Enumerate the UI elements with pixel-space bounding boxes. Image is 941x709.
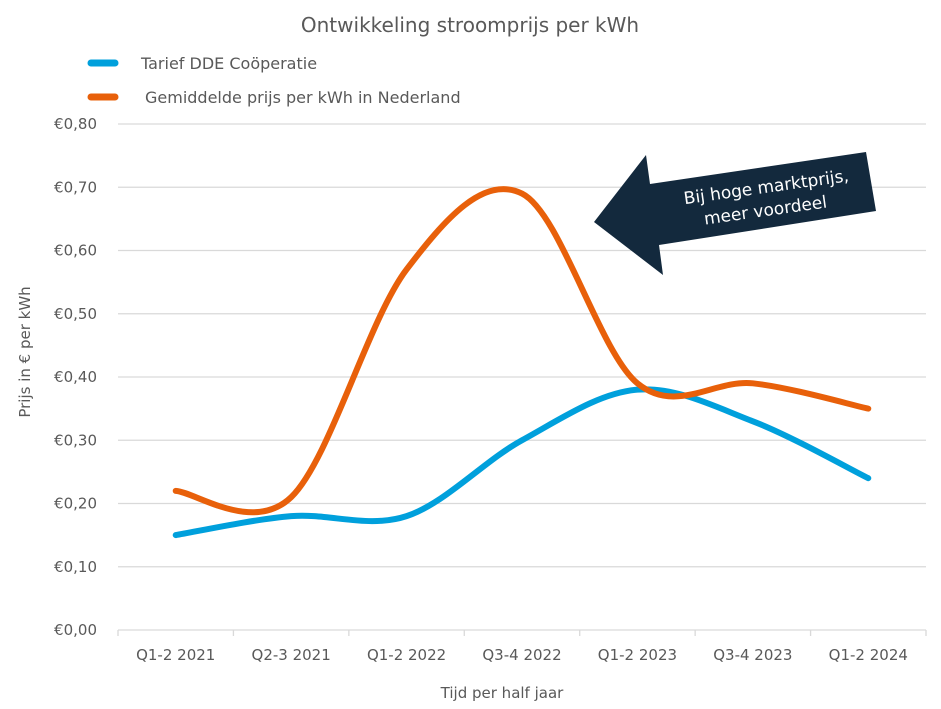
callout-arrow: Bij hoge marktprijs, meer voordeel xyxy=(594,152,876,275)
legend-item-nl-average[interactable]: Gemiddelde prijs per kWh in Nederland xyxy=(87,88,461,107)
y-axis-ticks: €0,00 €0,10 €0,20 €0,30 €0,40 €0,50 €0,60 €0,70… xyxy=(54,115,97,639)
x-tick-label: Q1-2 2024 xyxy=(829,646,908,664)
legend: Tarief DDE Coöperatie Gemiddelde prijs p… xyxy=(87,54,461,107)
y-tick-label: €0,10 xyxy=(54,558,97,576)
y-tick-label: €0,60 xyxy=(54,242,97,260)
y-axis-title: Prijs in € per kWh xyxy=(16,286,34,417)
y-tick-label: €0,00 xyxy=(54,621,97,639)
legend-label-nl-average: Gemiddelde prijs per kWh in Nederland xyxy=(145,88,461,107)
y-tick-label: €0,70 xyxy=(54,178,97,196)
legend-label-dde: Tarief DDE Coöperatie xyxy=(140,54,317,73)
x-tick-label: Q3-4 2022 xyxy=(482,646,561,664)
y-tick-label: €0,20 xyxy=(54,495,97,513)
x-tick-label: Q1-2 2023 xyxy=(598,646,677,664)
chart-title: Ontwikkeling stroomprijs per kWh xyxy=(301,13,639,37)
y-tick-label: €0,30 xyxy=(54,431,97,449)
y-tick-label: €0,80 xyxy=(54,115,97,133)
legend-item-dde[interactable]: Tarief DDE Coöperatie xyxy=(87,54,317,73)
x-tick-label: Q3-4 2023 xyxy=(713,646,792,664)
series-lines xyxy=(172,186,872,539)
series-line-nl-average xyxy=(172,186,872,516)
x-tick-label: Q1-2 2021 xyxy=(136,646,215,664)
x-tick-label: Q1-2 2022 xyxy=(367,646,446,664)
x-tick-label: Q2-3 2021 xyxy=(252,646,331,664)
arrow-left-icon xyxy=(594,152,876,275)
y-tick-label: €0,50 xyxy=(54,305,97,323)
x-axis: Q1-2 2021 Q2-3 2021 Q1-2 2022 Q3-4 2022 Q1-2… xyxy=(117,629,927,664)
y-tick-label: €0,40 xyxy=(54,368,97,386)
x-axis-title: Tijd per half jaar xyxy=(440,684,564,702)
series-line-dde xyxy=(172,386,872,539)
